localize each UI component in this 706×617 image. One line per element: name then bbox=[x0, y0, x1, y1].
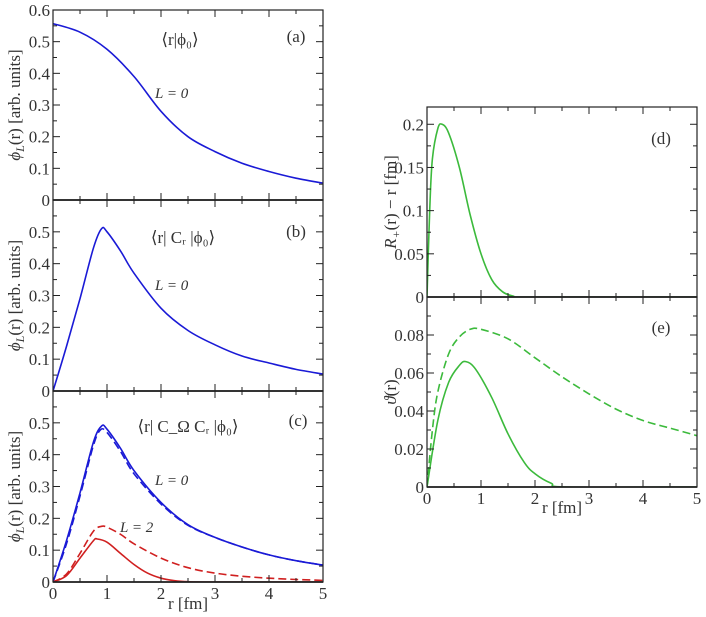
y-label-symbol: ϕ bbox=[5, 533, 24, 542]
panel-label: (b) bbox=[286, 222, 306, 241]
x-tick-label: 5 bbox=[319, 584, 328, 603]
y-tick-label: 0.3 bbox=[29, 287, 50, 306]
series-c-red-dashed-line bbox=[53, 525, 323, 582]
y-tick-label: 0.6 bbox=[29, 1, 50, 20]
curve-label-L2: L = 2 bbox=[119, 520, 154, 536]
y-label-symbol: ϑ bbox=[381, 395, 400, 405]
y-axis-label: ϕL(r) [arb. units] bbox=[5, 49, 27, 160]
y-label-rest: (r) bbox=[381, 379, 400, 396]
panel-label: (e) bbox=[652, 318, 671, 337]
x-tick-label: 3 bbox=[585, 489, 594, 508]
panel-label: (a) bbox=[287, 27, 306, 46]
y-tick-label: 0.5 bbox=[29, 33, 50, 52]
curve-label-L0: L = 0 bbox=[154, 86, 189, 102]
y-tick-label: 0.08 bbox=[394, 326, 424, 345]
y-tick-label: 0 bbox=[416, 478, 425, 497]
series-c-blue-solid-line bbox=[53, 424, 323, 582]
y-label-symbol: ϕ bbox=[5, 342, 24, 351]
y-label-subscript: L bbox=[13, 145, 27, 153]
state-annotation: ⟨r| C_Ω Cᵣ |ϕ₀⟩ bbox=[137, 417, 238, 436]
series-e-green-solid-line bbox=[427, 360, 697, 487]
series-a-blue-solid-line bbox=[53, 22, 323, 184]
y-axis-label: R+(r) − r [fm] bbox=[381, 155, 403, 250]
x-tick-label: 0 bbox=[423, 489, 432, 508]
curve-label-L0: L = 0 bbox=[154, 278, 189, 294]
x-tick-label: 0 bbox=[49, 584, 58, 603]
panel-d: 0 0.05 0.1 0.15 0.2 R+(r) − r [fm] (d) bbox=[381, 106, 698, 307]
y-label-rest: (r) − r [fm] bbox=[381, 155, 400, 230]
y-tick-label: 0.2 bbox=[29, 509, 50, 528]
state-annotation: ⟨r| Cᵣ |ϕ₀⟩ bbox=[151, 228, 215, 247]
x-tick-label: 3 bbox=[211, 584, 220, 603]
y-tick-label: 0.2 bbox=[403, 115, 424, 134]
y-label-subscript: L bbox=[13, 526, 27, 534]
y-label-rest: (r) [arb. units] bbox=[5, 431, 24, 527]
x-tick-label: 2 bbox=[157, 584, 166, 603]
state-annotation: ⟨r|ϕ₀⟩ bbox=[161, 30, 198, 49]
series-d-green-solid-line bbox=[427, 123, 697, 297]
x-tick-label: 4 bbox=[639, 489, 648, 508]
y-tick-label: 0.4 bbox=[29, 64, 51, 83]
y-tick-label: 0.1 bbox=[29, 159, 50, 178]
y-label-symbol: R bbox=[381, 238, 400, 250]
y-label-rest: (r) [arb. units] bbox=[5, 49, 24, 145]
series-c-red-solid-line bbox=[53, 537, 323, 582]
y-tick-label: 0.02 bbox=[394, 440, 424, 459]
series-c-blue-dashed-line bbox=[53, 427, 323, 582]
y-tick-label: 0.1 bbox=[403, 202, 424, 221]
y-tick-label: 0.5 bbox=[29, 414, 50, 433]
y-tick-label: 0 bbox=[42, 382, 51, 401]
y-label-subscript: L bbox=[13, 335, 27, 343]
y-tick-label: 0.5 bbox=[29, 223, 50, 242]
y-axis-label: ϕL(r) [arb. units] bbox=[5, 431, 27, 542]
y-tick-label: 0.1 bbox=[29, 350, 50, 369]
y-tick-label: 0.3 bbox=[29, 478, 50, 497]
panel-a: 0 0.1 0.2 0.3 0.4 0.5 0.6 ϕL(r) [arb. units] (a)… bbox=[5, 1, 324, 210]
y-label-rest: (r) [arb. units] bbox=[5, 240, 24, 336]
y-tick-label: 0.4 bbox=[29, 255, 51, 274]
y-tick-label: 0.05 bbox=[394, 245, 424, 264]
y-tick-label: 0.3 bbox=[29, 96, 50, 115]
y-label-subscript: + bbox=[389, 230, 403, 238]
panel-e: 0 1 2 3 4 5 0 0.02 0.04 0.06 0.08 ϑ(r) r [fm] (e) bbox=[381, 296, 702, 517]
y-label-symbol: ϕ bbox=[5, 152, 24, 161]
y-tick-label: 0.06 bbox=[394, 364, 424, 383]
y-tick-label: 0.2 bbox=[29, 128, 50, 147]
x-axis-label: r [fm] bbox=[168, 594, 208, 613]
y-axis-label: ϑ(r) bbox=[381, 379, 400, 404]
y-tick-label: 0.1 bbox=[29, 541, 50, 560]
y-tick-label: 0 bbox=[42, 573, 51, 592]
y-tick-label: 0.04 bbox=[394, 402, 424, 421]
y-tick-label: 0.4 bbox=[29, 446, 51, 465]
x-tick-label: 2 bbox=[531, 489, 540, 508]
curve-label-L0: L = 0 bbox=[154, 473, 189, 489]
y-axis-label: ϕL(r) [arb. units] bbox=[5, 240, 27, 351]
panel-c: 0 1 2 3 4 500.10.20.30.40.5ϕL(r) [arb. units]… bbox=[5, 390, 328, 613]
x-tick-label: 5 bbox=[693, 489, 702, 508]
y-tick-label: 0.2 bbox=[29, 318, 50, 337]
panel-label: (c) bbox=[289, 411, 308, 430]
x-tick-label: 1 bbox=[477, 489, 486, 508]
series-e-green-dashed-line bbox=[427, 327, 697, 487]
panel-label: (d) bbox=[651, 129, 671, 148]
x-axis-label: r [fm] bbox=[542, 498, 582, 517]
x-tick-label: 4 bbox=[265, 584, 274, 603]
y-tick-label: 0.15 bbox=[394, 158, 424, 177]
series-b-blue-solid-line bbox=[53, 226, 323, 391]
x-tick-label: 1 bbox=[103, 584, 112, 603]
y-tick-label: 0 bbox=[416, 288, 425, 307]
y-tick-label: 0 bbox=[42, 191, 51, 210]
panel-b: 00.10.20.30.40.5ϕL(r) [arb. units](b)⟨r|… bbox=[5, 199, 324, 401]
